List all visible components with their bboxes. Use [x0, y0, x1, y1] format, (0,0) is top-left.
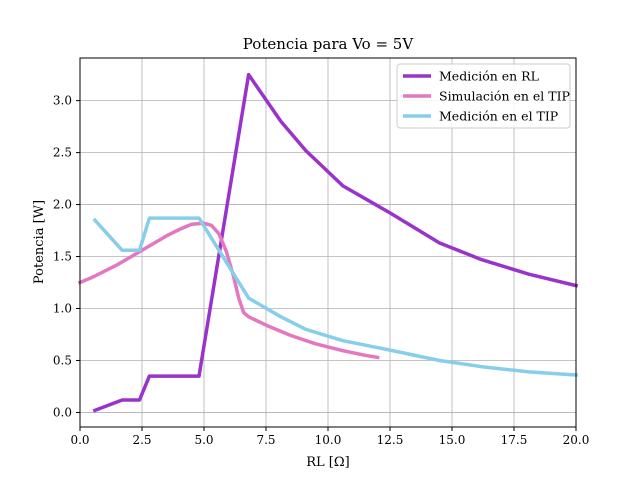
legend: Medición en RL Simulación en el TIP Medici…	[396, 63, 571, 129]
y-tick-label: 0.0	[53, 405, 72, 419]
series-line-1	[92, 72, 579, 413]
y-tick-label: 1.5	[53, 250, 72, 264]
grid-lines	[79, 58, 577, 427]
legend-entry: Medición en el TIP	[439, 109, 558, 124]
series-line-2	[77, 221, 380, 360]
x-tick-label: 5.0	[194, 433, 213, 447]
axis-ticks: 0.0 2.5 5.0 7.5 10.0 12.5 15.0 17.5 20.0 0.0 0.5 1.…	[53, 94, 589, 447]
x-tick-label: 0.0	[70, 433, 89, 447]
x-axis-label: RL [Ω]	[306, 455, 349, 470]
legend-entry: Medición en RL	[439, 69, 539, 84]
y-tick-label: 0.5	[53, 353, 72, 367]
x-tick-label: 15.0	[439, 433, 466, 447]
y-axis-label: Potencia [W]	[32, 200, 47, 284]
x-tick-label: 7.5	[256, 433, 275, 447]
y-tick-label: 2.5	[53, 146, 72, 160]
series-lines	[77, 72, 579, 413]
y-tick-label: 2.0	[53, 198, 72, 212]
legend-box	[396, 63, 571, 129]
x-tick-label: 12.5	[377, 433, 404, 447]
x-tick-label: 10.0	[315, 433, 342, 447]
x-tick-label: 20.0	[563, 433, 590, 447]
x-tick-label: 17.5	[501, 433, 528, 447]
x-tick-label: 2.5	[132, 433, 151, 447]
y-tick-label: 1.0	[53, 302, 72, 316]
series-line-3	[92, 216, 578, 377]
chart-title: Potencia para Vo = 5V	[243, 35, 415, 53]
y-tick-label: 3.0	[53, 94, 72, 108]
legend-entry: Simulación en el TIP	[439, 89, 570, 104]
